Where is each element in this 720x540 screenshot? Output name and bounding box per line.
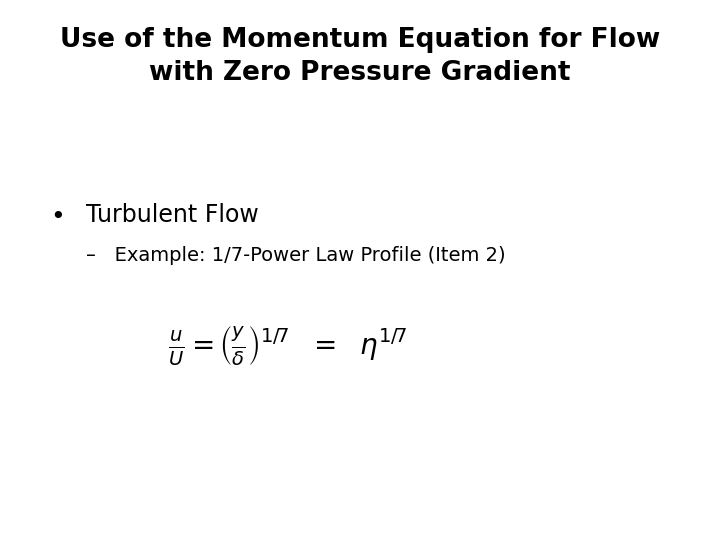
Text: –   Example: 1/7-Power Law Profile (Item 2): – Example: 1/7-Power Law Profile (Item 2…: [86, 246, 506, 265]
Text: •: •: [50, 205, 65, 229]
Text: Turbulent Flow: Turbulent Flow: [86, 202, 259, 226]
Text: Use of the Momentum Equation for Flow
with Zero Pressure Gradient: Use of the Momentum Equation for Flow wi…: [60, 27, 660, 86]
Text: $\frac{u}{U} = \left(\frac{y}{\delta}\right)^{1/7}\ \ =\ \ \eta^{1/7}$: $\frac{u}{U} = \left(\frac{y}{\delta}\ri…: [168, 324, 408, 367]
